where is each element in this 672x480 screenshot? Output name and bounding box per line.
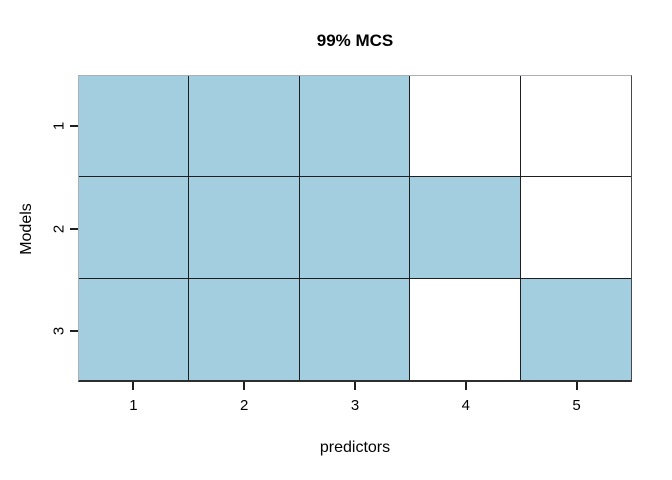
x-axis-tick-label: 5 xyxy=(572,397,581,414)
heatmap-cell xyxy=(189,76,300,178)
heatmap-cell xyxy=(79,177,190,279)
y-axis-tick xyxy=(70,329,78,332)
heatmap-cell xyxy=(299,177,411,279)
x-axis-tick xyxy=(132,382,135,390)
x-axis-tick xyxy=(575,382,578,390)
y-axis-tick-label: 1 xyxy=(50,121,68,131)
x-axis-tick xyxy=(243,382,246,390)
heatmap-cell xyxy=(299,76,411,178)
x-axis-tick-label: 2 xyxy=(240,397,249,414)
heatmap-cell xyxy=(189,177,300,279)
x-axis-tick-label: 3 xyxy=(350,397,360,414)
y-axis-label: Models xyxy=(18,202,35,255)
x-axis-tick xyxy=(354,382,356,390)
heatmap-cell xyxy=(410,177,521,279)
heatmap-cell xyxy=(299,278,411,380)
plot-area: 99% MCS predictors Models 1 2 3 4 5 1 2 3 xyxy=(18,31,632,456)
x-axis-tick-label: 4 xyxy=(461,397,470,414)
heatmap-cell xyxy=(79,76,190,178)
heatmap-cell xyxy=(520,278,631,380)
heatmap-grid xyxy=(78,75,632,382)
y-axis-tick-label: 2 xyxy=(50,224,68,233)
heatmap-cell xyxy=(520,177,631,279)
heatmap-cell xyxy=(410,278,521,380)
heatmap-cell xyxy=(520,76,631,178)
chart-title: 99% MCS xyxy=(316,31,394,50)
x-axis-tick xyxy=(464,382,467,390)
x-axis-tick-label: 1 xyxy=(129,397,138,414)
heatmap-cell xyxy=(79,278,190,380)
y-axis-tick-label: 3 xyxy=(50,326,68,335)
y-axis-tick xyxy=(70,227,78,230)
heatmap-cell xyxy=(410,76,521,178)
x-axis-label: predictors xyxy=(319,439,391,456)
heatmap-cell xyxy=(189,278,300,380)
y-axis-tick xyxy=(70,125,78,128)
